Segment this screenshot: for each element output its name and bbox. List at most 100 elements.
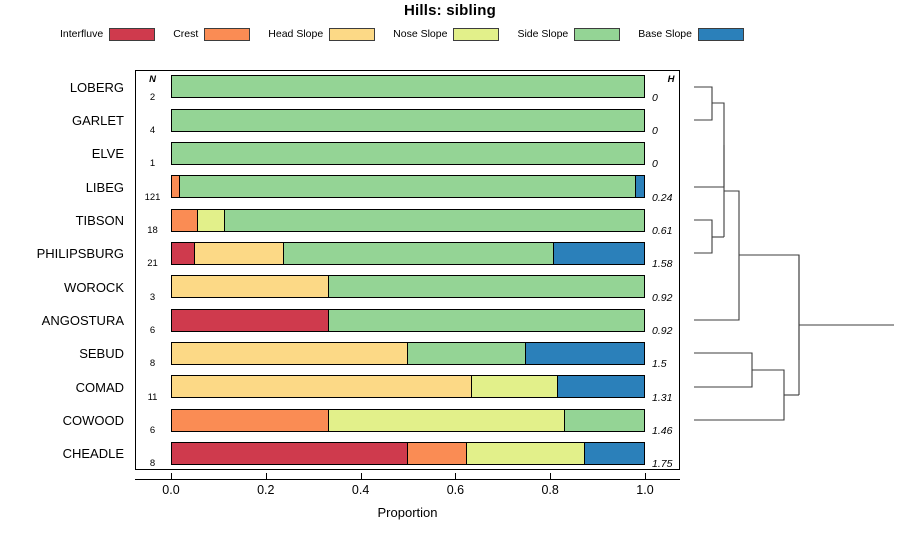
n-value: 6	[149, 325, 156, 336]
h-value: 0.92	[652, 325, 673, 337]
h-value: 0.92	[652, 291, 673, 304]
bar-segment-crest	[172, 176, 181, 198]
x-tick	[360, 473, 362, 480]
x-tick	[645, 473, 646, 480]
row-label-garlet: GARLET	[71, 113, 124, 128]
bar-segment-side-slope	[172, 76, 644, 98]
bar-elve	[171, 141, 645, 165]
h-value: 0.24	[652, 191, 673, 204]
row-label-libeg: LIBEG	[85, 179, 124, 195]
n-value: 21	[147, 258, 158, 270]
n-value: 11	[147, 391, 158, 403]
x-tick-label: 0.8	[541, 483, 559, 497]
dendrogram	[694, 86, 894, 421]
bar-cheadle	[171, 441, 645, 465]
legend-label: Nose Slope	[393, 28, 448, 40]
legend-label: Head Slope	[268, 28, 324, 40]
n-value: 4	[149, 125, 156, 136]
bar-segment-base-slope	[526, 342, 644, 364]
bar-segment-crest	[172, 409, 330, 431]
h-value: 0	[652, 158, 658, 171]
n-value: 121	[144, 191, 161, 203]
legend-item: Crest	[173, 27, 251, 41]
legend-label: Interfluve	[60, 28, 104, 40]
bar-segment-side-slope	[329, 309, 644, 331]
legend-swatch-head-slope	[329, 27, 376, 41]
h-value: 1.75	[652, 458, 673, 471]
bar-segment-nose-slope	[472, 376, 559, 398]
bar-segment-crest	[172, 209, 199, 231]
bar-segment-head-slope	[194, 242, 285, 264]
legend-swatch-base-slope	[697, 27, 744, 41]
legend-item: Interfluve	[60, 27, 156, 41]
bar-segment-nose-slope	[467, 442, 585, 464]
h-value: 1.31	[652, 391, 673, 404]
legend-item: Side Slope	[517, 27, 621, 41]
n-column-header: N	[149, 74, 156, 85]
bar-garlet	[171, 108, 645, 132]
x-tick-label: 0.6	[446, 483, 465, 497]
n-value: 1	[149, 158, 156, 170]
legend-label: Side Slope	[517, 28, 569, 40]
bar-segment-head-slope	[172, 376, 473, 398]
bar-segment-head-slope	[172, 342, 408, 364]
bar-worock	[171, 275, 645, 299]
row-label-loberg: LOBERG	[69, 79, 124, 95]
x-axis-label: Proportion	[377, 505, 438, 520]
x-tick	[265, 473, 267, 480]
h-value: 0	[652, 125, 658, 137]
bar-angostura	[171, 308, 645, 332]
n-value: 8	[149, 358, 156, 370]
row-label-tibson: TIBSON	[75, 213, 124, 228]
legend-swatch-nose-slope	[453, 27, 500, 41]
h-column: H 0 0 0 0.24 0.61 1.58 0.92 0.92 1.5 1.31 1.46 1.75	[648, 70, 694, 470]
legend-swatch-side-slope	[574, 27, 621, 41]
legend-item: Head Slope	[268, 27, 376, 41]
x-tick	[171, 473, 172, 480]
legend-swatch-crest	[204, 27, 251, 41]
x-axis-line	[135, 479, 680, 480]
bar-segment-interfluve	[172, 242, 195, 264]
h-value: 0	[652, 91, 658, 104]
x-tick-label: 0.4	[351, 483, 370, 497]
bar-segment-interfluve	[172, 442, 408, 464]
bar-segment-side-slope	[172, 109, 644, 131]
bar-loberg	[171, 75, 645, 99]
bar-segment-side-slope	[329, 276, 644, 298]
bar-segment-nose-slope	[198, 209, 225, 231]
row-label-elve: ELVE	[91, 146, 124, 162]
row-label-comad: COMAD	[75, 379, 124, 395]
bar-segment-crest	[408, 442, 467, 464]
x-tick-label: 0.0	[162, 483, 180, 497]
bar-segment-base-slope	[558, 376, 644, 398]
legend-item: Base Slope	[638, 27, 744, 41]
n-value: 2	[149, 91, 156, 103]
bar-segment-nose-slope	[329, 409, 566, 431]
x-tick	[550, 473, 552, 480]
n-value: 18	[147, 225, 158, 236]
h-value: 1.5	[652, 358, 667, 371]
h-value: 0.61	[652, 225, 673, 237]
bar-segment-side-slope	[565, 409, 644, 431]
row-label-angostura: ANGOSTURA	[41, 313, 124, 328]
bar-segment-side-slope	[284, 242, 555, 264]
n-value: 3	[149, 291, 156, 303]
bar-comad	[171, 375, 645, 399]
row-label-philipsburg: PHILIPSBURG	[36, 246, 124, 262]
legend-label: Crest	[173, 28, 199, 40]
bar-segment-base-slope	[635, 176, 644, 198]
h-value: 1.58	[652, 258, 673, 271]
bar-segment-side-slope	[180, 176, 636, 198]
legend: Interfluve Crest Head Slope Nose Slope Side …	[60, 25, 780, 43]
bar-segment-side-slope	[408, 342, 526, 364]
row-label-sebud: SEBUD	[79, 346, 124, 362]
bar-tibson	[171, 208, 645, 232]
row-label-worock: WOROCK	[64, 279, 124, 295]
x-tick-label: 1.0	[636, 483, 654, 497]
x-tick-label: 0.2	[257, 483, 275, 497]
bar-segment-interfluve	[172, 309, 330, 331]
chart-title: Hills: sibling	[404, 2, 496, 19]
plot-frame	[135, 70, 680, 470]
bar-libeg	[171, 175, 645, 199]
bar-philipsburg	[171, 241, 645, 265]
